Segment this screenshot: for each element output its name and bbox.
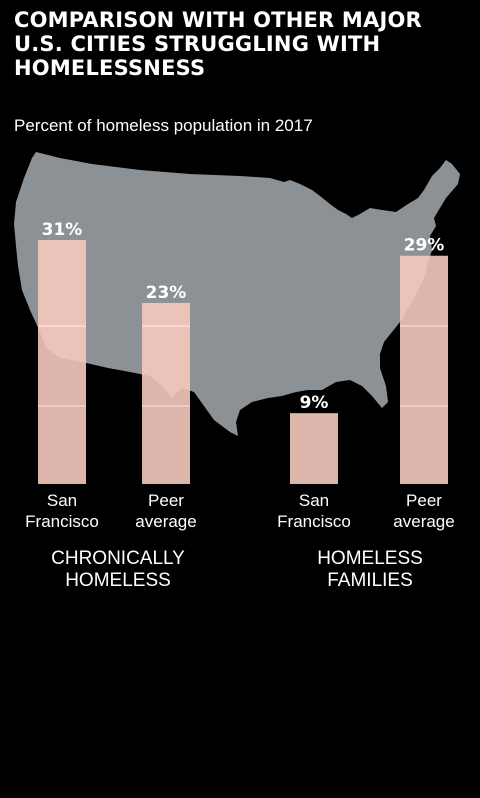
value-label: 23% <box>146 283 187 303</box>
value-label: 9% <box>300 393 329 413</box>
bar <box>38 240 86 484</box>
bar <box>290 413 338 484</box>
group-label: HOMELESS <box>65 570 171 591</box>
bar-chart: 31% San Francisco 23% Peer average CHRONICALLY… <box>0 140 480 600</box>
chart-title: COMPARISON WITH OTHER MAJOR U.S. CITIES … <box>14 8 474 80</box>
category-label: Peer <box>406 491 442 510</box>
category-label: San <box>47 491 77 510</box>
category-label: Francisco <box>277 512 351 531</box>
group-label: FAMILIES <box>327 570 413 591</box>
value-label: 29% <box>404 236 445 256</box>
category-label: average <box>393 512 454 531</box>
category-label: Peer <box>148 491 184 510</box>
bar <box>142 303 190 484</box>
group-label: CHRONICALLY <box>51 548 185 569</box>
category-label: Francisco <box>25 512 99 531</box>
category-label: average <box>135 512 196 531</box>
chart-subtitle: Percent of homeless population in 2017 <box>14 116 474 136</box>
bar <box>400 256 448 484</box>
value-label: 31% <box>42 220 83 240</box>
group-label: HOMELESS <box>317 548 423 569</box>
category-label: San <box>299 491 329 510</box>
